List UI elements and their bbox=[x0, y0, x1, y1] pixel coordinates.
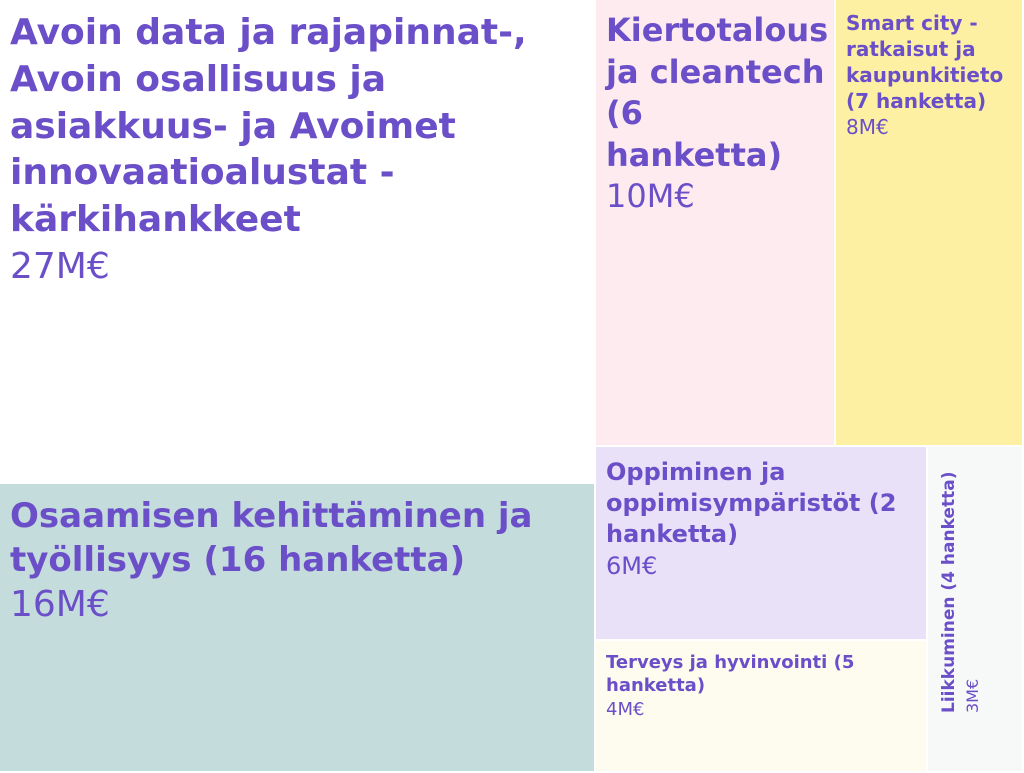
tile-value: 4M€ bbox=[606, 698, 645, 720]
treemap-tile: Oppiminen ja oppimisympäristöt (2 hanket… bbox=[596, 447, 928, 641]
tile-value: 6M€ bbox=[606, 551, 658, 580]
tile-value: 16M€ bbox=[10, 584, 110, 626]
treemap-tile: Osaamisen kehittäminen ja työllisyys (16… bbox=[0, 484, 596, 773]
tile-label: Terveys ja hyvinvointi (5 hanketta) bbox=[606, 652, 855, 697]
treemap-tile: Terveys ja hyvinvointi (5 hanketta) 4M€ bbox=[596, 641, 928, 773]
tile-label: Osaamisen kehittäminen ja työllisyys (16… bbox=[10, 496, 533, 581]
tile-value: 27M€ bbox=[10, 245, 110, 287]
treemap-tile: Liikkuminen (4 hanketta) 3M€ bbox=[928, 447, 1024, 773]
tile-label: Liikkuminen (4 hanketta) bbox=[939, 471, 959, 713]
tile-value: 3M€ bbox=[962, 678, 982, 713]
treemap-tile: Smart city -ratkaisut ja kaupunkitieto (… bbox=[836, 0, 1024, 447]
treemap-tile: Avoin data ja rajapinnat-, Avoin osallis… bbox=[0, 0, 596, 484]
treemap-tile: Kiertotalous ja cleantech (6 hanketta) 10… bbox=[596, 0, 836, 447]
tile-label: Kiertotalous ja cleantech (6 hanketta) bbox=[606, 11, 829, 174]
tile-value: 10M€ bbox=[606, 177, 695, 216]
tile-value: 8M€ bbox=[846, 115, 889, 139]
tile-label: Oppiminen ja oppimisympäristöt (2 hanket… bbox=[606, 458, 897, 549]
tile-label: Avoin data ja rajapinnat-, Avoin osallis… bbox=[10, 12, 527, 241]
tile-label: Smart city -ratkaisut ja kaupunkitieto (… bbox=[846, 11, 1004, 113]
